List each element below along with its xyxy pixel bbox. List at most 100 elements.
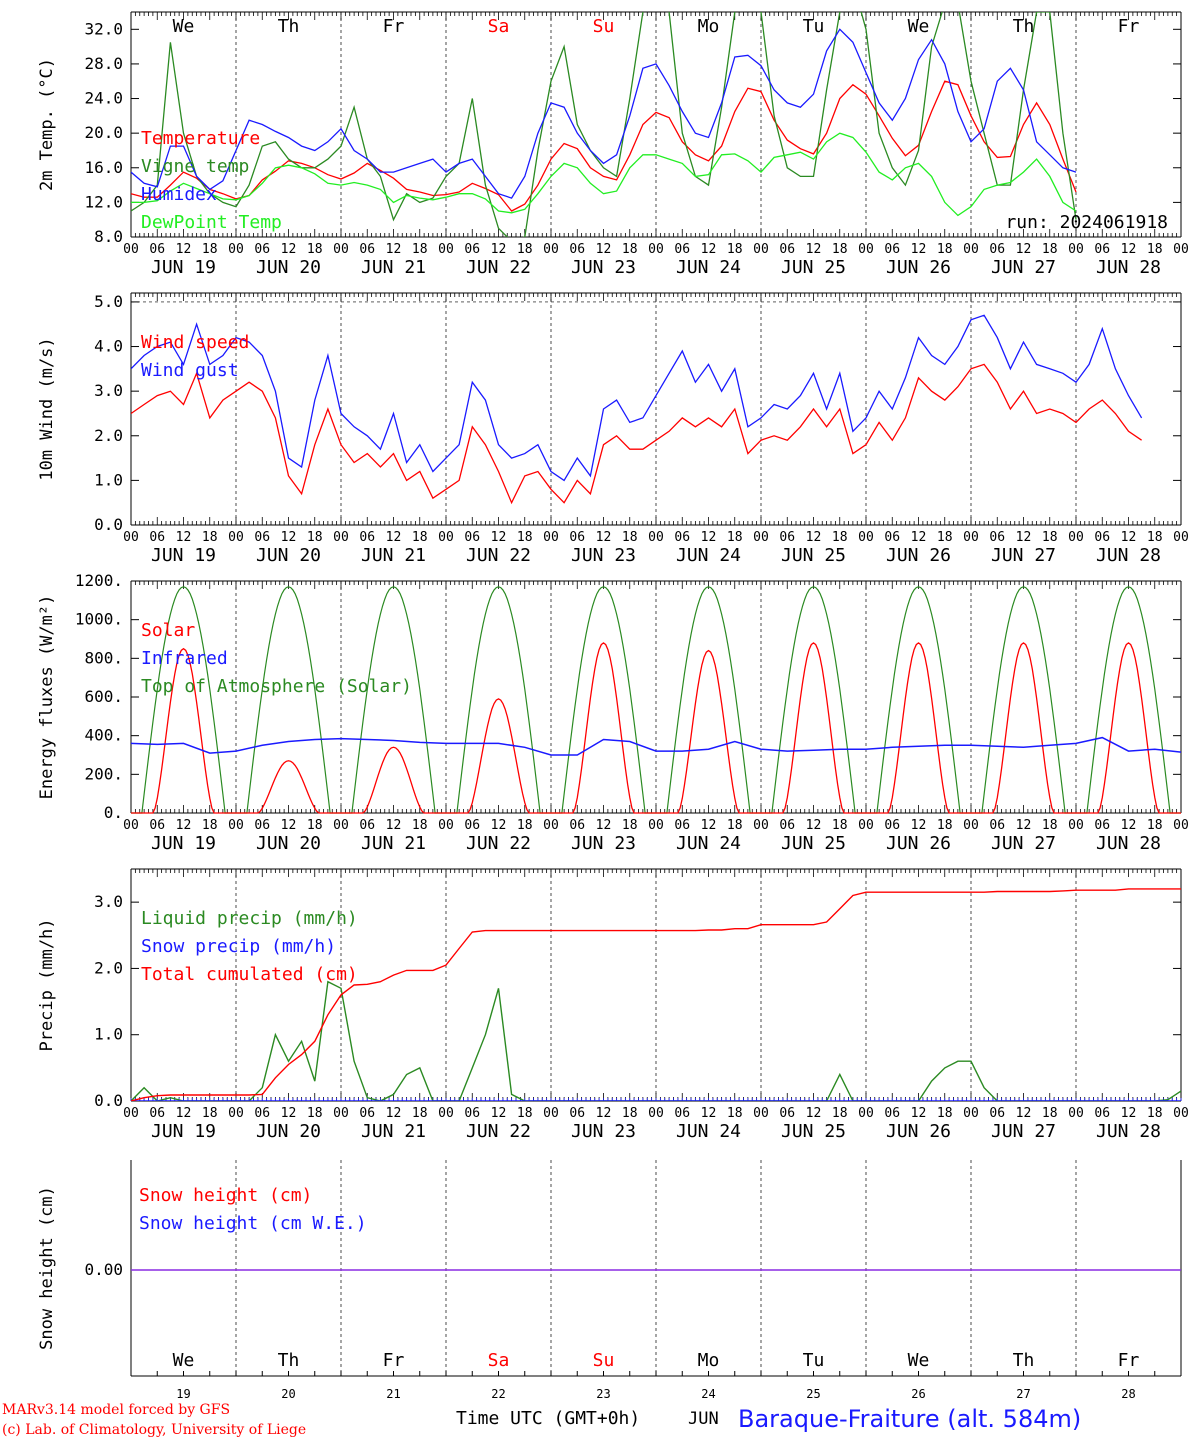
- hour-tick-label: 12: [176, 1106, 192, 1121]
- date-label: JUN 26: [886, 257, 951, 278]
- hour-tick-label: 18: [937, 818, 953, 833]
- temp-series-line: [131, 12, 1077, 237]
- date-label: JUN 27: [991, 257, 1056, 278]
- hour-tick-label: 00: [543, 242, 559, 257]
- legend-entry: Temperature: [141, 128, 260, 149]
- y-tick-label: 400.: [84, 726, 123, 745]
- date-label: JUN 24: [676, 257, 741, 278]
- hour-tick-label: 00: [438, 818, 454, 833]
- hour-tick-label: 18: [622, 530, 638, 545]
- date-label: JUN 25: [781, 833, 846, 854]
- hour-tick-label: 18: [727, 242, 743, 257]
- y-tick-label: 600.: [84, 687, 123, 706]
- legend-entry: Total cumulated (cm): [141, 964, 358, 985]
- hour-tick-label: 00: [438, 530, 454, 545]
- date-label: JUN 23: [571, 1121, 636, 1142]
- hour-tick-label: 12: [1121, 242, 1137, 257]
- hour-tick-label: 06: [149, 242, 165, 257]
- legend-entry: Wind speed: [141, 332, 249, 353]
- hour-tick-label: 06: [569, 818, 585, 833]
- y-tick-label: 2.0: [94, 958, 123, 977]
- date-label: JUN 26: [886, 545, 951, 566]
- hour-tick-label: 18: [202, 242, 218, 257]
- hour-tick-label: 06: [779, 818, 795, 833]
- hour-tick-label: 00: [333, 1106, 349, 1121]
- hour-tick-label: 12: [596, 242, 612, 257]
- hour-tick-label: 12: [911, 530, 927, 545]
- legend-entry: Snow precip (mm/h): [141, 936, 336, 957]
- weekday-label: Fr: [1118, 1350, 1140, 1371]
- y-tick-label: 5.0: [94, 292, 123, 311]
- legend-entry: Vigne temp: [141, 156, 249, 177]
- hour-tick-label: 18: [1042, 242, 1058, 257]
- hour-tick-label: 18: [937, 242, 953, 257]
- hour-tick-label: 12: [491, 530, 507, 545]
- hour-tick-label: 06: [149, 1106, 165, 1121]
- hour-tick-label: 18: [412, 818, 428, 833]
- date-label: JUN 22: [466, 833, 531, 854]
- hour-tick-label: 00: [963, 242, 979, 257]
- hour-tick-label: 00: [753, 818, 769, 833]
- hour-tick-label: 06: [359, 530, 375, 545]
- hour-tick-label: 00: [228, 818, 244, 833]
- precip-series-line: [131, 980, 1181, 1101]
- date-label: JUN 28: [1096, 545, 1161, 566]
- hour-tick-label: 00: [1068, 1106, 1084, 1121]
- date-label: JUN 25: [781, 545, 846, 566]
- hour-tick-label: 00: [438, 1106, 454, 1121]
- hour-tick-label: 06: [1094, 530, 1110, 545]
- date-label: JUN 27: [991, 1121, 1056, 1142]
- weekday-label: Th: [278, 1350, 300, 1371]
- hour-tick-label: 06: [674, 530, 690, 545]
- date-label: JUN 21: [361, 257, 426, 278]
- hour-tick-label: 00: [963, 818, 979, 833]
- hour-tick-label: 18: [1147, 242, 1163, 257]
- y-tick-label: 200.: [84, 764, 123, 783]
- hour-tick-label: 00: [333, 530, 349, 545]
- hour-tick-label: 06: [464, 242, 480, 257]
- date-label: JUN 26: [886, 1121, 951, 1142]
- day-number-label: 19: [176, 1387, 190, 1401]
- hour-tick-label: 12: [806, 530, 822, 545]
- weekday-label: Fr: [383, 16, 405, 37]
- hour-tick-label: 18: [517, 818, 533, 833]
- hour-tick-label: 06: [989, 818, 1005, 833]
- legend-entry: Top of Atmosphere (Solar): [141, 676, 412, 697]
- hour-tick-label: 00: [1068, 530, 1084, 545]
- hour-tick-label: 06: [254, 242, 270, 257]
- hour-tick-label: 12: [386, 242, 402, 257]
- hour-tick-label: 12: [281, 818, 297, 833]
- weekday-label: Mo: [698, 1350, 720, 1371]
- y-tick-label: 12.0: [84, 192, 123, 211]
- hour-tick-label: 00: [228, 242, 244, 257]
- y-tick-label: 8.0: [94, 227, 123, 246]
- legend-entry: Solar: [141, 620, 195, 641]
- weekday-label: We: [908, 1350, 930, 1371]
- weekday-label: Sa: [488, 16, 510, 37]
- hour-tick-label: 06: [569, 1106, 585, 1121]
- date-label: JUN 21: [361, 833, 426, 854]
- weekday-label: We: [173, 16, 195, 37]
- hour-tick-label: 00: [1173, 242, 1189, 257]
- y-tick-label: 1000.: [75, 610, 123, 629]
- y-tick-label: 1.0: [94, 470, 123, 489]
- hour-tick-label: 06: [989, 530, 1005, 545]
- day-number-label: 22: [491, 1387, 505, 1401]
- hour-tick-label: 18: [307, 818, 323, 833]
- date-label: JUN 20: [256, 1121, 321, 1142]
- hour-tick-label: 06: [359, 242, 375, 257]
- date-label: JUN 22: [466, 545, 531, 566]
- hour-tick-label: 00: [648, 1106, 664, 1121]
- date-label: JUN 20: [256, 545, 321, 566]
- date-label: JUN 23: [571, 833, 636, 854]
- date-label: JUN 23: [571, 257, 636, 278]
- weekday-label: We: [908, 16, 930, 37]
- hour-tick-label: 06: [464, 1106, 480, 1121]
- hour-tick-label: 12: [176, 818, 192, 833]
- hour-tick-label: 00: [1173, 530, 1189, 545]
- hour-tick-label: 00: [963, 1106, 979, 1121]
- hour-tick-label: 18: [202, 818, 218, 833]
